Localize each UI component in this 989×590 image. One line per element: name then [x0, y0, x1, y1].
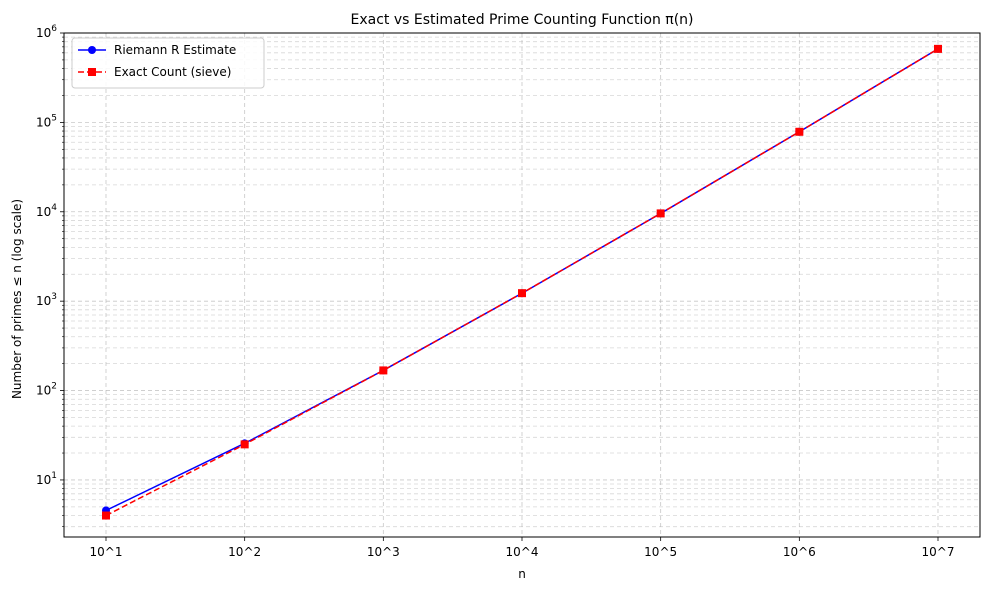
data-point [518, 289, 526, 298]
legend-label: Riemann R Estimate [114, 43, 236, 57]
series-exact-count [102, 44, 942, 520]
x-tick-label: 10^6 [783, 545, 816, 559]
y-tick-exponent: 2 [51, 382, 57, 392]
data-point [102, 511, 110, 520]
x-tick-label: 10^1 [90, 545, 123, 559]
x-tick-label: 10^7 [922, 545, 955, 559]
data-point [934, 44, 942, 53]
x-tick-label: 10^5 [644, 545, 677, 559]
x-axis-title: n [518, 567, 526, 581]
y-tick-exponent: 1 [51, 471, 57, 481]
chart-title: Exact vs Estimated Prime Counting Functi… [351, 12, 694, 28]
y-tick-exponent: 5 [51, 113, 57, 123]
x-tick-label: 10^3 [367, 545, 400, 559]
legend: Riemann R Estimate Exact Count (sieve) [71, 37, 265, 89]
legend-box [71, 37, 265, 89]
legend-marker [88, 46, 96, 54]
series-layer [102, 44, 942, 520]
x-tick-label: 10^2 [228, 545, 261, 559]
y-tick-exponent: 6 [51, 24, 57, 34]
data-point [379, 366, 388, 375]
legend-label: Exact Count (sieve) [114, 65, 231, 79]
data-point [795, 127, 804, 136]
y-axis-title: Number of primes ≤ n (log scale) [10, 199, 24, 399]
data-point [240, 440, 249, 449]
y-tick-exponent: 4 [51, 203, 57, 213]
y-tick-exponent: 3 [51, 292, 57, 302]
x-tick-label: 10^4 [506, 545, 539, 559]
legend-marker [88, 68, 96, 76]
data-point [656, 209, 665, 218]
